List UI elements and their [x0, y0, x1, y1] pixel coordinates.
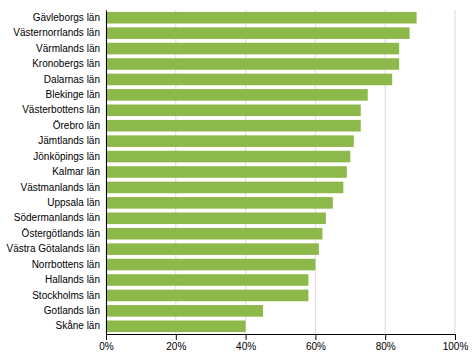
bar: [106, 89, 368, 101]
grid-line: [455, 10, 456, 334]
x-tick: 80%: [376, 334, 396, 352]
x-tick: 20%: [166, 334, 186, 352]
x-tick-label: 80%: [376, 341, 396, 352]
y-tick-label: Hallands län: [45, 274, 100, 285]
y-tick: Gävleborgs län: [33, 12, 106, 23]
y-axis: Skåne län Gotlands län Stockholms län Halla…: [7, 11, 107, 335]
x-axis: 0% 20% 40% 60% 80% 100%: [99, 334, 468, 352]
x-tick-mark: [176, 334, 177, 340]
bar: [106, 305, 263, 317]
y-tick-label: Södermanlands län: [14, 212, 100, 223]
y-tick-label: Värmlands län: [36, 43, 100, 54]
y-tick: Kronobergs län: [32, 58, 106, 69]
y-tick-label: Norrbottens län: [32, 259, 100, 270]
y-tick: Blekinge län: [46, 89, 106, 100]
y-tick-label: Gävleborgs län: [33, 12, 100, 23]
plot: 0%20%40%60%80%100%Skåne länGotlands länS…: [7, 10, 469, 352]
bar: [106, 120, 361, 132]
y-tick: Jönköpings län: [33, 151, 106, 162]
x-tick: 40%: [236, 334, 256, 352]
x-tick-label: 20%: [166, 341, 186, 352]
bar: [106, 74, 392, 86]
x-tick: 60%: [306, 334, 326, 352]
y-axis-line: [106, 11, 107, 335]
y-tick: Södermanlands län: [14, 212, 106, 223]
bar: [106, 166, 347, 178]
y-tick-label: Skåne län: [56, 320, 100, 331]
y-tick-label: Jämtlands län: [38, 135, 100, 146]
y-tick: Stockholms län: [32, 290, 106, 301]
bar: [106, 213, 326, 225]
y-tick: Västmanlands län: [21, 182, 107, 193]
bar: [106, 274, 308, 286]
x-tick: 0%: [99, 334, 114, 352]
y-tick-label: Västmanlands län: [21, 182, 101, 193]
bar: [106, 259, 315, 271]
y-tick: Värmlands län: [36, 43, 106, 54]
y-tick-label: Gotlands län: [44, 305, 100, 316]
y-tick-label: Kalmar län: [52, 166, 100, 177]
bar: [106, 58, 399, 70]
y-tick: Uppsala län: [47, 197, 106, 208]
x-tick-label: 60%: [306, 341, 326, 352]
x-tick-mark: [315, 334, 316, 340]
y-tick: Östergötlands län: [22, 228, 106, 239]
x-tick-mark: [246, 334, 247, 340]
y-tick-label: Örebro län: [53, 120, 100, 131]
y-tick: Västra Götalands län: [7, 243, 106, 254]
bar: [106, 135, 354, 147]
y-tick: Örebro län: [53, 120, 106, 131]
x-tick-mark: [106, 334, 107, 340]
y-tick: Skåne län: [56, 320, 106, 331]
y-tick: Västernorrlands län: [13, 27, 106, 38]
bar: [106, 151, 350, 163]
bar: [106, 12, 417, 24]
y-tick: Västerbottens län: [22, 104, 106, 115]
bar: [106, 197, 333, 209]
bar: [106, 243, 319, 255]
y-tick-label: Östergötlands län: [22, 228, 100, 239]
y-tick-label: Stockholms län: [32, 290, 100, 301]
y-tick-label: Dalarnas län: [44, 74, 100, 85]
bar: [106, 228, 322, 240]
y-tick: Norrbottens län: [32, 259, 106, 270]
y-tick: Hallands län: [45, 274, 106, 285]
bar: [106, 321, 246, 333]
x-axis-line: [107, 335, 456, 341]
y-tick: Jämtlands län: [38, 135, 106, 146]
x-tick-mark: [455, 334, 456, 340]
x-tick-label: 0%: [99, 341, 114, 352]
x-tick-label: 100%: [443, 341, 469, 352]
chart: 0%20%40%60%80%100%Skåne länGotlands länS…: [0, 0, 473, 358]
x-tick: 100%: [443, 334, 469, 352]
y-tick-label: Uppsala län: [47, 197, 100, 208]
y-tick-label: Kronobergs län: [32, 58, 100, 69]
x-tick-mark: [385, 334, 386, 340]
bars: [106, 12, 417, 332]
y-tick-label: Jönköpings län: [33, 151, 100, 162]
y-tick-label: Västra Götalands län: [7, 243, 100, 254]
y-tick: Dalarnas län: [44, 74, 106, 85]
y-tick: Kalmar län: [52, 166, 106, 177]
bar: [106, 182, 343, 194]
bar: [106, 105, 361, 117]
x-tick-label: 40%: [236, 341, 256, 352]
grid: [106, 10, 455, 334]
y-tick-label: Västerbottens län: [22, 104, 100, 115]
bar: [106, 43, 399, 55]
bar: [106, 27, 410, 39]
grid-line: [106, 10, 107, 334]
bar: [106, 290, 308, 302]
y-tick-label: Västernorrlands län: [13, 27, 100, 38]
y-tick: Gotlands län: [44, 305, 106, 316]
y-tick-label: Blekinge län: [46, 89, 100, 100]
